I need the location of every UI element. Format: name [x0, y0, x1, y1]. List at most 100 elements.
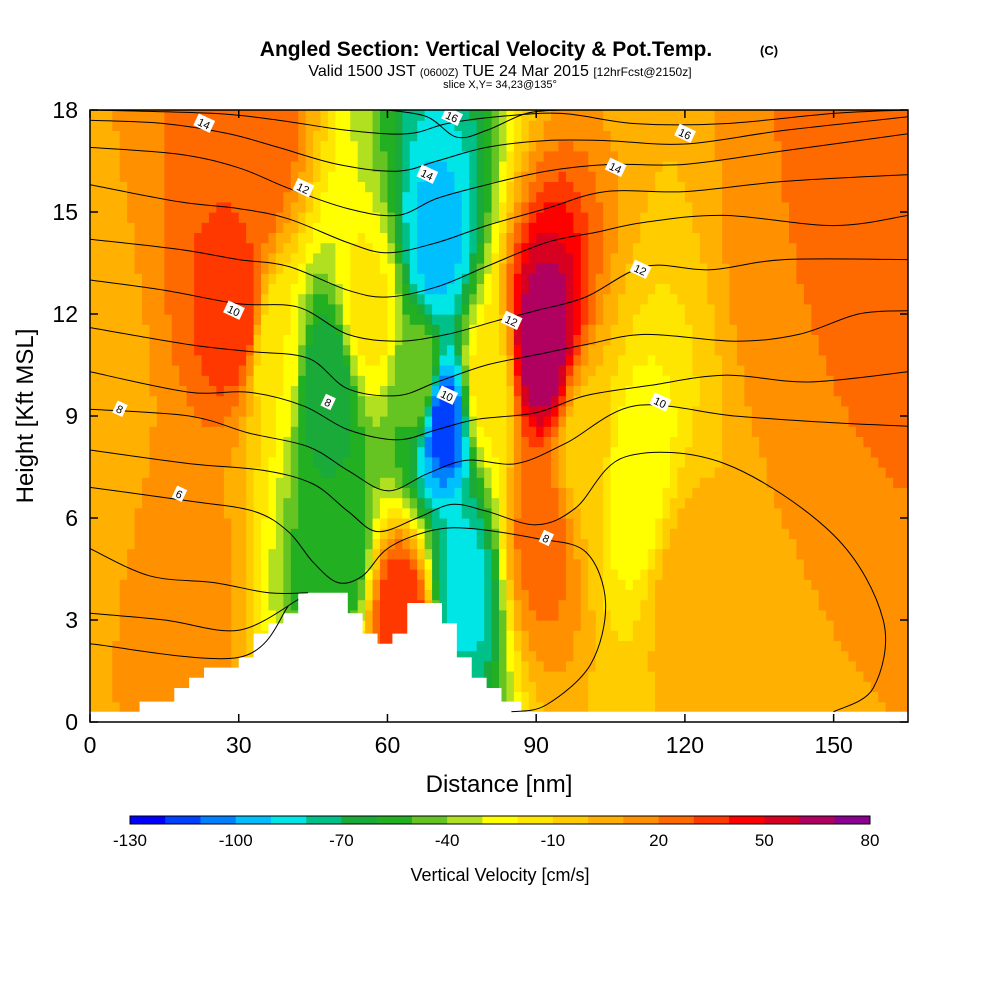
velocity-cell — [112, 691, 121, 703]
velocity-cell — [893, 354, 902, 366]
velocity-cell — [893, 436, 902, 448]
velocity-cell — [625, 548, 634, 560]
velocity-cell — [461, 456, 470, 468]
velocity-cell — [632, 671, 641, 682]
velocity-cell — [387, 263, 396, 274]
velocity-cell — [208, 252, 218, 264]
velocity-cell — [811, 283, 820, 295]
velocity-cell — [647, 609, 656, 621]
velocity-cell — [208, 660, 218, 672]
velocity-cell — [484, 487, 493, 499]
velocity-cell — [513, 416, 522, 427]
velocity-cell — [432, 293, 441, 305]
velocity-cell — [893, 599, 902, 611]
velocity-cell — [365, 252, 374, 264]
velocity-cell — [342, 344, 351, 356]
velocity-cell — [870, 303, 879, 315]
velocity-cell — [246, 650, 255, 662]
velocity-cell — [759, 395, 768, 407]
velocity-cell — [171, 344, 180, 356]
velocity-cell — [759, 681, 768, 692]
velocity-cell — [283, 303, 292, 315]
velocity-cell — [320, 324, 329, 335]
velocity-cell — [610, 416, 619, 427]
velocity-cell — [528, 436, 537, 448]
velocity-cell — [409, 446, 418, 458]
velocity-cell — [751, 365, 760, 376]
velocity-cell — [625, 640, 634, 652]
velocity-cell — [662, 375, 671, 386]
velocity-cell — [402, 620, 411, 631]
velocity-cell — [789, 436, 798, 448]
velocity-cell — [632, 599, 641, 611]
velocity-cell — [342, 456, 351, 468]
velocity-cell — [208, 518, 218, 529]
velocity-cell — [439, 569, 448, 580]
velocity-cell — [208, 446, 218, 458]
velocity-cell — [870, 579, 879, 590]
velocity-cell — [617, 660, 627, 672]
velocity-cell — [298, 507, 307, 519]
velocity-cell — [796, 660, 805, 672]
subtitle-valid-time: Valid 1500 JST — [308, 63, 416, 80]
velocity-cell — [736, 354, 745, 366]
velocity-cell — [885, 365, 894, 376]
velocity-cell — [469, 385, 478, 397]
velocity-cell — [179, 671, 188, 682]
velocity-cell — [580, 283, 589, 295]
velocity-cell — [573, 640, 582, 652]
velocity-cell — [342, 375, 351, 386]
velocity-cell — [647, 507, 656, 519]
velocity-cell — [484, 569, 493, 580]
velocity-cell — [335, 446, 344, 458]
velocity-cell — [469, 660, 478, 672]
velocity-cell — [119, 650, 128, 662]
velocity-cell — [610, 314, 619, 325]
velocity-cell — [409, 375, 418, 386]
velocity-cell — [893, 303, 902, 315]
velocity-cell — [402, 548, 411, 560]
velocity-cell — [543, 691, 552, 703]
velocity-cell — [112, 538, 121, 550]
velocity-cell — [528, 589, 537, 601]
velocity-cell — [640, 436, 649, 448]
velocity-cell — [223, 640, 232, 652]
velocity-cell — [833, 569, 842, 580]
velocity-cell — [97, 344, 106, 356]
velocity-cell — [156, 620, 165, 631]
velocity-cell — [513, 436, 522, 448]
velocity-cell — [744, 334, 753, 346]
velocity-cell — [424, 365, 433, 376]
velocity-cell — [223, 456, 232, 468]
velocity-cell — [513, 375, 522, 386]
velocity-cell — [365, 283, 374, 295]
velocity-cell — [759, 528, 768, 539]
velocity-cell — [796, 528, 805, 539]
velocity-cell — [796, 538, 805, 550]
velocity-cell — [484, 334, 493, 346]
velocity-cell — [261, 405, 270, 417]
velocity-cell — [766, 385, 775, 397]
velocity-cell — [528, 354, 537, 366]
velocity-cell — [692, 365, 701, 376]
velocity-cell — [127, 263, 136, 274]
velocity-cell — [156, 497, 165, 509]
velocity-cell — [699, 650, 708, 662]
velocity-cell — [194, 538, 203, 550]
velocity-cell — [833, 558, 842, 570]
velocity-cell — [290, 569, 299, 580]
velocity-cell — [112, 569, 121, 580]
velocity-cell — [699, 548, 708, 560]
velocity-cell — [305, 252, 314, 264]
velocity-cell — [885, 436, 894, 448]
velocity-cell — [90, 375, 99, 386]
velocity-cell — [841, 630, 850, 641]
velocity-cell — [283, 446, 292, 458]
velocity-cell — [521, 599, 530, 611]
velocity-cell — [744, 701, 753, 713]
velocity-cell — [870, 354, 879, 366]
velocity-cell — [617, 405, 627, 417]
velocity-cell — [655, 558, 664, 570]
velocity-cell — [521, 283, 530, 295]
velocity-cell — [781, 344, 790, 356]
